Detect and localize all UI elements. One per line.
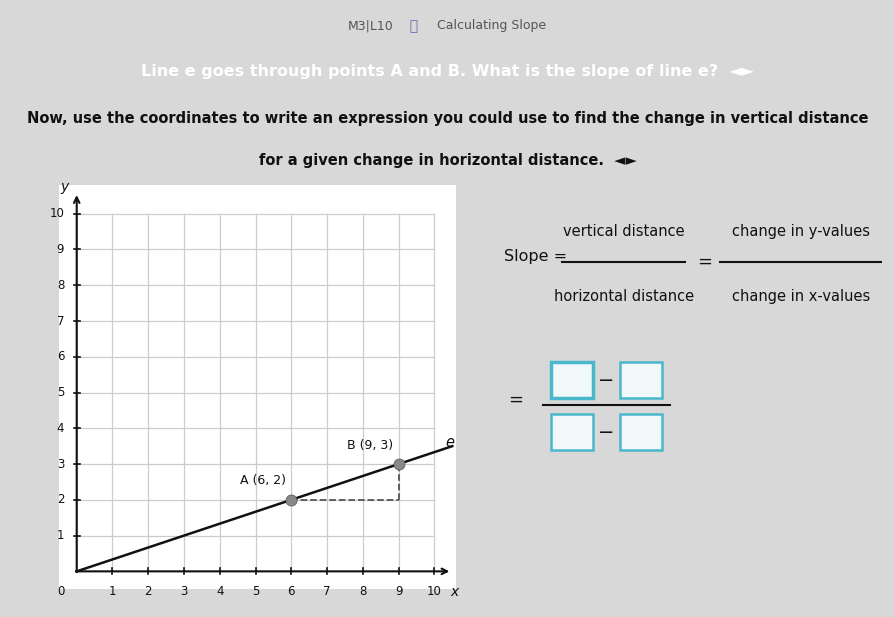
Text: 3: 3 [180,585,188,598]
Text: 5: 5 [251,585,259,598]
Text: 1: 1 [56,529,64,542]
Text: M3|L10: M3|L10 [348,19,393,32]
Text: −: − [597,371,614,389]
Bar [550,362,592,398]
Text: 5: 5 [56,386,64,399]
Text: 7: 7 [323,585,331,598]
Text: 4: 4 [56,422,64,435]
Text: 2: 2 [56,494,64,507]
Text: horizontal distance: horizontal distance [553,289,693,304]
Text: 1: 1 [108,585,116,598]
Text: y: y [60,180,68,194]
Text: vertical distance: vertical distance [562,224,684,239]
Bar [620,414,662,450]
Text: 10: 10 [426,585,442,598]
Text: 10: 10 [49,207,64,220]
Text: 2: 2 [144,585,152,598]
Text: Line e goes through points A and B. What is the slope of line e?  ◄►: Line e goes through points A and B. What… [141,64,753,79]
Text: x: x [450,585,458,599]
Text: ⓘ: ⓘ [401,19,417,33]
Text: 7: 7 [56,315,64,328]
Text: A (6, 2): A (6, 2) [240,474,285,487]
Text: 3: 3 [56,458,64,471]
Text: 8: 8 [56,279,64,292]
Text: 0: 0 [56,585,64,598]
Text: for a given change in horizontal distance.  ◄►: for a given change in horizontal distanc… [258,153,636,168]
Text: change in y-values: change in y-values [731,224,869,239]
Text: change in x-values: change in x-values [730,289,869,304]
Text: Slope =: Slope = [504,249,567,264]
Text: 9: 9 [394,585,402,598]
Text: =: = [696,253,712,271]
Text: 6: 6 [56,350,64,363]
Bar [550,414,592,450]
Bar [620,362,662,398]
Text: Now, use the coordinates to write an expression you could use to find the change: Now, use the coordinates to write an exp… [27,112,867,126]
Text: −: − [597,423,614,442]
Text: 9: 9 [56,243,64,256]
Text: =: = [508,391,523,409]
Bar [77,213,434,571]
Text: 8: 8 [358,585,367,598]
Text: B (9, 3): B (9, 3) [347,439,392,452]
Text: 6: 6 [287,585,295,598]
Text: e: e [444,435,453,450]
Text: Calculating Slope: Calculating Slope [425,19,545,32]
Text: 4: 4 [215,585,224,598]
